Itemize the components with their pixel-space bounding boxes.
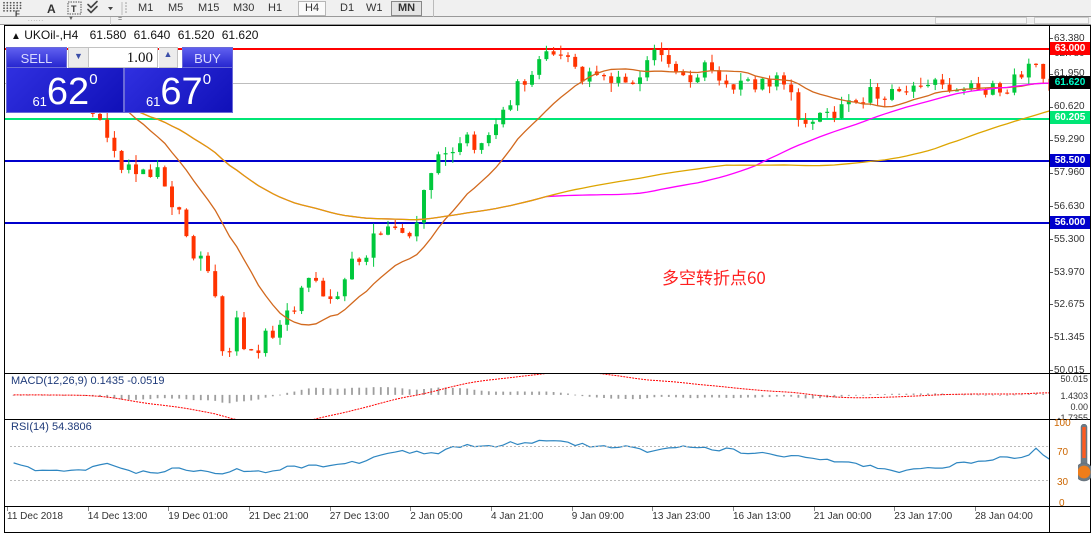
svg-text:A: A [47, 2, 56, 16]
svg-text:T: T [71, 4, 77, 14]
svg-text:F: F [15, 10, 20, 18]
